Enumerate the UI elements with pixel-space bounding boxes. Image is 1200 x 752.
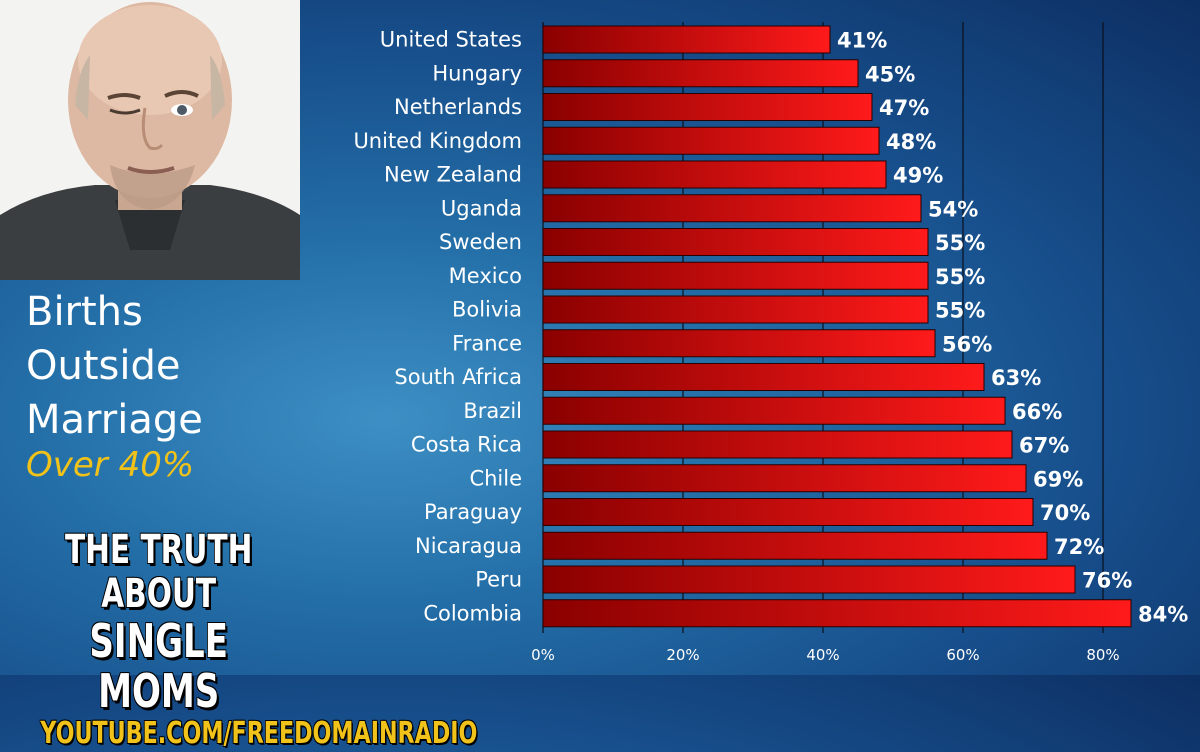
bar [542,363,985,391]
value-label: 55% [935,299,985,323]
value-label: 56% [942,332,992,356]
bar [542,126,880,155]
category-label: Nicaragua [415,534,522,558]
promo-url: YOUTUBE.COM/FREEDOMAINRADIO [40,716,478,751]
category-label: Bolivia [452,298,522,322]
bars [542,25,1132,628]
category-label: Netherlands [394,95,522,119]
value-label: 67% [1019,434,1069,458]
bar [542,464,1027,493]
bar [542,329,936,358]
value-label: 41% [837,29,887,53]
x-tick-label: 40% [806,646,839,664]
value-label: 72% [1054,535,1104,559]
value-label: 47% [879,96,929,120]
category-label: United Kingdom [353,129,522,153]
x-axis-tick-labels: 0% 20% 40% 60% 80% [531,646,1120,664]
bar [542,498,1034,526]
category-label: Uganda [441,196,522,220]
title-line-1: Births [26,289,143,335]
bar [542,25,831,54]
value-label: 55% [935,265,985,289]
bar [542,565,1076,594]
presenter-photo [0,0,300,280]
bar [542,93,873,121]
category-label: Peru [475,568,522,592]
category-label: Brazil [463,399,522,423]
category-label: Hungary [432,61,522,85]
value-label: 84% [1138,602,1188,626]
value-label: 45% [865,62,915,86]
slide-title: Births Outside Marriage [26,285,203,447]
category-label: South Africa [394,365,522,389]
bar [542,396,1006,425]
category-labels: United States Hungary Netherlands United Ki… [353,28,522,626]
category-label: Mexico [449,264,522,288]
value-label: 55% [935,231,985,255]
bar [542,599,1132,628]
value-label: 54% [928,197,978,221]
promo-line-2: SINGLE MOMS [89,614,228,718]
title-line-2: Outside [26,343,181,389]
value-label: 63% [991,366,1041,390]
promo-block: THE TRUTH ABOUT SINGLE MOMS YOUTUBE.COM/… [40,527,478,752]
value-label: 49% [893,164,943,188]
value-label: 66% [1012,400,1062,424]
category-label: France [452,331,522,355]
grid-lines [542,22,1104,633]
value-label: 48% [886,130,936,154]
x-tick-label: 80% [1086,646,1119,664]
category-label: Colombia [423,601,522,625]
bar [542,59,859,88]
category-label: United States [380,28,522,52]
promo-line-1: THE TRUTH ABOUT [64,527,253,617]
category-label: Costa Rica [411,433,522,457]
x-tick-label: 20% [666,646,699,664]
value-label: 70% [1040,501,1090,525]
bar [542,295,929,324]
bar [542,531,1048,560]
category-label: Sweden [439,230,522,254]
bar [542,228,929,256]
x-tick-label: 60% [946,646,979,664]
value-label: 69% [1033,467,1083,491]
category-label: Paraguay [424,500,522,524]
value-labels: 41% 45% 47% 48% 49% 54% 55% 55% 55% 56% 63% 66% 67% 6… [837,29,1188,627]
bar [542,194,922,223]
category-label: Chile [469,466,522,490]
x-tick-label: 0% [531,646,555,664]
slide-subtitle: Over 40% [26,445,195,485]
bar [542,160,887,189]
category-label: New Zealand [384,163,522,187]
bar [542,430,1013,459]
title-line-3: Marriage [26,397,203,443]
value-label: 76% [1082,569,1132,593]
bar [542,261,929,290]
presenter-portrait [0,0,300,280]
bar-chart: United States Hungary Netherlands United Ki… [353,22,1188,664]
